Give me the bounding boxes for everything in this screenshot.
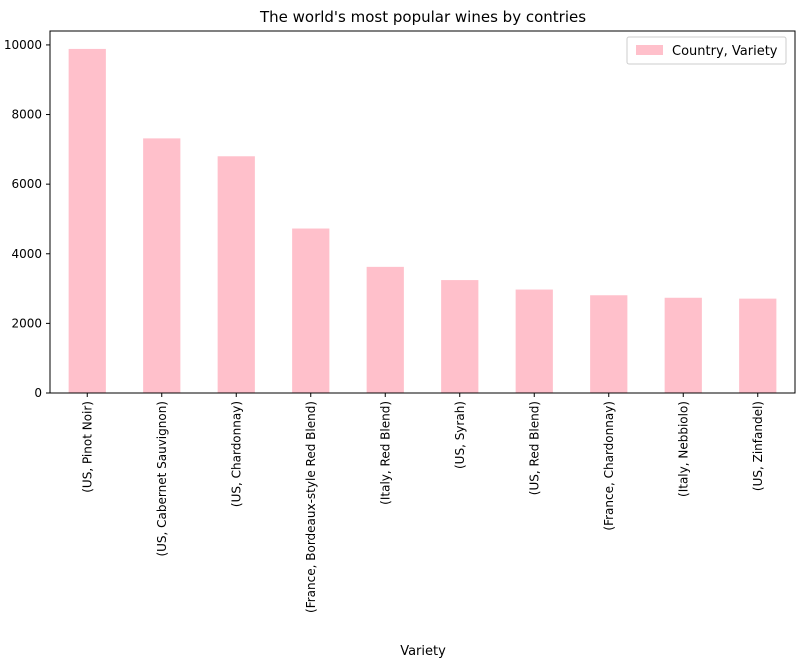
y-tick-label-3: 6000 [11,177,42,191]
y-tick-label-4: 8000 [11,108,42,122]
bar-4 [366,266,404,393]
x-tick-label-8: (Italy, Nebbiolo) [676,401,690,497]
x-tick-label-1: (US, Cabernet Sauvignon) [155,401,169,557]
y-tick-label-0: 0 [34,386,42,400]
bar-8 [664,297,702,393]
x-tick-label-3: (France, Bordeaux-style Red Blend) [304,401,318,613]
x-tick-label-0: (US, Pinot Noir) [80,401,94,493]
x-tick-label-5: (US, Syrah) [453,401,467,469]
x-tick-label-2: (US, Chardonnay) [229,401,243,507]
chart-title: The world's most popular wines by contri… [259,8,586,26]
bar-2 [217,156,255,393]
x-axis-label: Variety [400,644,446,659]
bar-5 [441,280,479,393]
legend-frame [626,36,787,65]
bar-3 [292,228,330,393]
bar-9 [739,298,777,393]
legend-label: Country, Variety [672,44,778,59]
x-tick-label-7: (France, Chardonnay) [602,401,616,531]
bar-0 [68,48,106,394]
y-tick-label-2: 4000 [11,247,42,261]
axes-frame [49,30,796,394]
y-tick-label-1: 2000 [11,316,42,330]
x-tick-label-9: (US, Zinfandel) [751,401,765,491]
plot-area: 0 2000 4000 6000 8000 10000 (US, Pinot Noir) (U… [4,30,796,613]
x-tick-label-4: (Italy, Red Blend) [378,401,392,505]
y-tick-label-5: 10000 [4,38,42,52]
legend: Country, Variety [626,36,787,65]
legend-swatch [636,45,663,55]
x-tick-label-6: (US, Red Blend) [527,401,541,495]
bar-6 [515,289,553,393]
bar-1 [143,138,181,393]
bar-7 [590,295,628,393]
